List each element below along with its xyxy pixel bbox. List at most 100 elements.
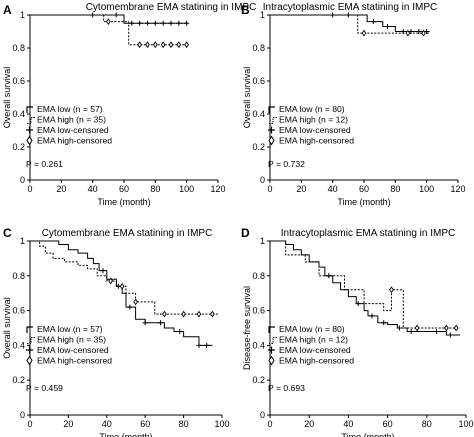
censor-mark-low xyxy=(127,304,133,310)
panel-d: D Intracytoplasmic EMA statining in IMPC 0… xyxy=(241,226,474,437)
censor-mark-low xyxy=(416,29,422,34)
censor-mark-high xyxy=(160,41,166,49)
censor-mark-high xyxy=(152,41,158,49)
legend-marker-high-censored xyxy=(26,355,33,366)
series-line-ema-high xyxy=(270,14,430,34)
y-axis-label: Overall survival xyxy=(2,67,12,129)
x-axis-label: Time (month) xyxy=(99,432,152,437)
legend-marker-low-censored xyxy=(26,126,33,134)
legend-marker-low-censored xyxy=(26,346,33,354)
legend-label: EMA low (n = 57) xyxy=(37,324,103,334)
censor-mark-low xyxy=(168,20,174,26)
series-line-ema-low xyxy=(270,14,430,32)
legend-label: EMA low-censored xyxy=(279,345,351,355)
censor-mark-high xyxy=(133,298,138,306)
legend-line-high xyxy=(27,337,35,344)
censor-mark-low xyxy=(370,19,376,25)
x-tick-label: 0 xyxy=(267,419,272,429)
censor-mark-high xyxy=(444,324,449,332)
censor-mark-low xyxy=(184,20,190,26)
censor-mark-high xyxy=(181,310,186,318)
censor-mark-high xyxy=(184,41,190,49)
series-line-ema-high xyxy=(30,240,219,315)
x-tick-label: 20 xyxy=(296,184,306,194)
x-axis-label: Time (month) xyxy=(341,432,394,437)
y-tick-label: 0.6 xyxy=(12,306,25,316)
y-tick-label: 0 xyxy=(20,410,25,420)
panel-letter: D xyxy=(241,226,250,240)
censor-mark-high xyxy=(196,310,202,318)
censor-mark-low xyxy=(177,328,183,334)
censor-mark-high xyxy=(361,29,367,37)
legend-label: EMA low-censored xyxy=(37,345,109,355)
panel-b: B Intracytoplasmic EMA statining in IMPC 0… xyxy=(241,2,466,207)
censor-mark-low xyxy=(408,328,414,334)
p-value: P = 0.459 xyxy=(26,383,63,393)
p-value: P = 0.732 xyxy=(268,159,305,169)
panel-letter: C xyxy=(3,226,12,240)
censor-mark-high xyxy=(405,29,411,37)
y-axis-label: Disease-free survival xyxy=(242,286,252,370)
censor-mark-high xyxy=(176,41,182,49)
y-tick-label: 0.8 xyxy=(12,271,25,281)
legend-label: EMA high-censored xyxy=(279,136,354,146)
legend-label: EMA low (n = 80) xyxy=(279,104,345,114)
y-tick-label: 0.8 xyxy=(252,271,265,281)
x-tick-label: 40 xyxy=(102,419,112,429)
censor-mark-high xyxy=(145,41,150,49)
legend-marker-high-censored xyxy=(268,135,275,146)
legend-label: EMA high (n = 35) xyxy=(37,335,106,345)
y-tick-label: 0.4 xyxy=(252,340,265,350)
legend-line-low xyxy=(268,326,275,333)
censor-mark-high xyxy=(162,310,167,318)
censor-mark-high xyxy=(108,277,113,285)
censor-mark-low xyxy=(204,342,210,348)
censor-mark-low xyxy=(385,24,390,30)
legend: EMA low (n = 57)EMA high (n = 35)EMA low… xyxy=(26,104,112,146)
censor-mark-high xyxy=(168,41,174,49)
censor-mark-low xyxy=(355,301,361,307)
legend-label: EMA low-censored xyxy=(37,125,109,135)
x-tick-label: 20 xyxy=(56,184,66,194)
legend-marker-high-censored xyxy=(268,355,275,366)
y-tick-label: 0 xyxy=(260,175,265,185)
legend-line-high xyxy=(27,117,35,124)
censor-mark-high xyxy=(453,324,459,332)
x-tick-label: 0 xyxy=(27,184,32,194)
y-tick-label: 0.4 xyxy=(12,340,25,350)
series-line-ema-high xyxy=(270,240,461,329)
x-tick-label: 60 xyxy=(140,419,150,429)
x-tick-label: 120 xyxy=(210,184,225,194)
censor-mark-high xyxy=(421,29,426,37)
y-tick-label: 0 xyxy=(20,175,25,185)
censor-mark-low xyxy=(152,20,158,26)
panel-letter: A xyxy=(3,3,12,17)
censor-mark-low xyxy=(129,20,135,26)
x-tick-label: 100 xyxy=(458,419,473,429)
censor-mark-low xyxy=(100,268,106,274)
x-tick-label: 20 xyxy=(304,419,314,429)
legend-label: EMA high-censored xyxy=(37,356,112,366)
legend-label: EMA high (n = 12) xyxy=(279,115,348,125)
y-tick-label: 0.2 xyxy=(252,142,265,152)
legend-label: EMA low (n = 80) xyxy=(279,324,345,334)
chart-title: Cytomembrane EMA statining in IMPC xyxy=(86,2,257,13)
censor-mark-low xyxy=(158,320,164,326)
x-tick-label: 80 xyxy=(390,184,400,194)
y-tick-label: 0.6 xyxy=(12,76,25,86)
x-axis-label: Time (month) xyxy=(97,197,150,207)
panel-c: C Cytomembrane EMA statining in IMPC 0 0.2 0… xyxy=(2,226,230,437)
censor-mark-high xyxy=(105,18,111,25)
x-tick-label: 100 xyxy=(214,419,229,429)
x-tick-label: 40 xyxy=(328,184,338,194)
censor-mark-low xyxy=(142,320,148,326)
panel-letter: B xyxy=(241,3,250,17)
x-tick-label: 60 xyxy=(383,419,393,429)
censor-mark-low xyxy=(434,328,440,334)
y-tick-label: 0.4 xyxy=(12,109,25,119)
y-axis-label: Overall survival xyxy=(2,297,12,359)
y-tick-label: 1 xyxy=(260,10,265,20)
x-tick-label: 80 xyxy=(179,419,189,429)
censor-mark-low xyxy=(381,320,387,326)
censor-mark-low xyxy=(424,29,430,34)
